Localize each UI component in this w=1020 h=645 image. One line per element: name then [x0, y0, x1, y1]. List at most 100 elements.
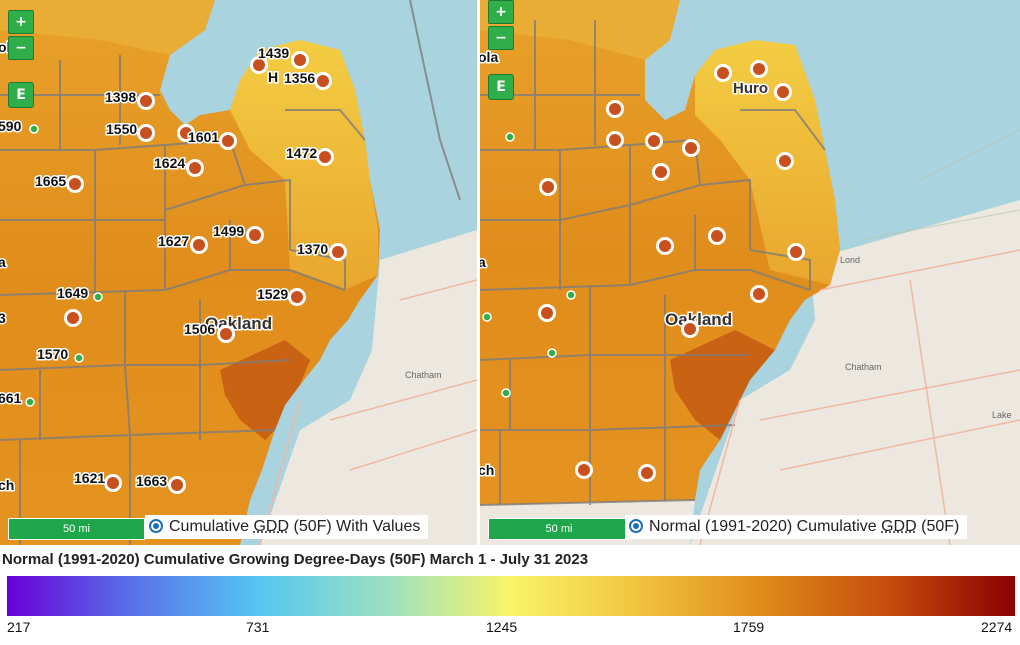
station-value: 1439: [258, 45, 289, 61]
radio-selected-icon[interactable]: [629, 519, 643, 533]
edge-fragment: ch: [0, 477, 14, 493]
scale-bar: 50 mi: [488, 518, 630, 540]
zoom-in-button[interactable]: +: [488, 0, 514, 24]
layer-label-post: (50F): [916, 518, 960, 535]
station-marker[interactable]: [67, 312, 79, 324]
station-marker[interactable]: [294, 54, 306, 66]
zoom-in-button[interactable]: +: [8, 10, 34, 34]
station-value: 1621: [74, 470, 105, 486]
station-marker[interactable]: [220, 328, 232, 340]
legend-color-bar: [7, 576, 1015, 616]
station-marker[interactable]: [753, 63, 765, 75]
legend-tick: 217: [7, 619, 31, 635]
station-marker[interactable]: [711, 230, 723, 242]
london-label: Lond: [840, 255, 860, 265]
map-panel-with-values[interactable]: Chatham Oakland ola a 3 ch 590 661 H 143…: [0, 0, 477, 545]
station-marker[interactable]: [779, 155, 791, 167]
layer-toggle-normal[interactable]: Normal (1991-2020) Cumulative GDD (50F): [625, 515, 968, 539]
station-marker[interactable]: [253, 59, 265, 71]
station-marker[interactable]: [609, 134, 621, 146]
gdd-map-with-values[interactable]: Chatham Oakland ola a 3 ch 590 661 H 143…: [0, 0, 477, 545]
station-dot: [501, 388, 511, 398]
zoom-out-button[interactable]: −: [488, 26, 514, 50]
station-marker[interactable]: [578, 464, 590, 476]
station-marker[interactable]: [541, 307, 553, 319]
station-marker[interactable]: [69, 178, 81, 190]
edge-fragment: 3: [0, 310, 6, 326]
legend-tick: 2274: [981, 619, 1013, 635]
station-marker[interactable]: [717, 67, 729, 79]
station-marker[interactable]: [332, 246, 344, 258]
station-value: 1624: [154, 155, 185, 171]
station-marker[interactable]: [753, 288, 765, 300]
legend-tick: 731: [246, 619, 270, 635]
station-marker[interactable]: [777, 86, 789, 98]
oakland-label: Oakland: [665, 310, 732, 329]
station-marker[interactable]: [685, 142, 697, 154]
layer-label-pre: Cumulative: [169, 518, 254, 535]
station-marker[interactable]: [655, 166, 667, 178]
station-value: 590: [0, 118, 22, 134]
layer-label-gdd: GDD: [881, 518, 917, 535]
station-marker[interactable]: [107, 477, 119, 489]
station-dot: [93, 292, 103, 302]
station-value: 1601: [188, 129, 219, 145]
map-panel-normal[interactable]: Lond Chatham Lake Oakland Huro ola a ch …: [480, 0, 1020, 545]
station-value: 1472: [286, 145, 317, 161]
station-dot: [547, 348, 557, 358]
legend-title: Normal (1991-2020) Cumulative Growing De…: [2, 551, 589, 568]
station-value: 1506: [184, 321, 215, 337]
e-button[interactable]: E: [488, 74, 514, 100]
zoom-out-button[interactable]: −: [8, 36, 34, 60]
station-marker[interactable]: [140, 95, 152, 107]
scale-bar: 50 mi: [8, 518, 145, 540]
station-marker[interactable]: [189, 162, 201, 174]
layer-toggle-with-values[interactable]: Cumulative GDD (50F) With Values: [145, 515, 429, 539]
station-marker[interactable]: [140, 127, 152, 139]
station-marker[interactable]: [291, 291, 303, 303]
station-marker[interactable]: [180, 127, 192, 139]
station-value: 661: [0, 390, 22, 406]
station-marker[interactable]: [648, 135, 660, 147]
layer-label-gdd: GDD: [253, 518, 290, 535]
layer-label-post: (50F) With Values: [289, 518, 421, 535]
chatham-label: Chatham: [405, 370, 442, 380]
station-dot: [566, 290, 576, 300]
station-value: 1665: [35, 173, 66, 189]
station-marker[interactable]: [641, 467, 653, 479]
huron-partial-label: H: [268, 69, 278, 85]
station-value: 1370: [297, 241, 328, 257]
chatham-label: Chatham: [845, 362, 882, 372]
station-marker[interactable]: [684, 323, 696, 335]
station-marker[interactable]: [193, 239, 205, 251]
station-marker[interactable]: [790, 246, 802, 258]
legend-tick: 1245: [486, 619, 518, 635]
lake-label: Lake: [992, 410, 1012, 420]
radio-selected-icon[interactable]: [149, 519, 163, 533]
station-value: 1649: [57, 285, 88, 301]
e-button[interactable]: E: [8, 82, 34, 108]
station-marker[interactable]: [171, 479, 183, 491]
station-marker[interactable]: [222, 135, 234, 147]
station-marker[interactable]: [317, 75, 329, 87]
huron-label: Huro: [733, 80, 768, 97]
edge-fragment: ola: [480, 49, 498, 65]
station-marker[interactable]: [609, 103, 621, 115]
station-value: 1663: [136, 473, 167, 489]
edge-fragment: a: [480, 254, 486, 270]
station-value: 1529: [257, 286, 288, 302]
gdd-map-normal[interactable]: Lond Chatham Lake Oakland Huro ola a ch: [480, 0, 1020, 545]
station-marker[interactable]: [659, 240, 671, 252]
edge-fragment: ch: [480, 462, 494, 478]
legend-tick: 1759: [733, 619, 765, 635]
station-marker[interactable]: [542, 181, 554, 193]
station-marker[interactable]: [249, 229, 261, 241]
station-value: 1398: [105, 89, 136, 105]
edge-fragment: a: [0, 254, 6, 270]
station-value: 1550: [106, 121, 137, 137]
station-value: 1499: [213, 223, 244, 239]
station-value: 1627: [158, 233, 189, 249]
station-marker[interactable]: [319, 151, 331, 163]
station-dot: [29, 124, 39, 134]
station-dot: [74, 353, 84, 363]
